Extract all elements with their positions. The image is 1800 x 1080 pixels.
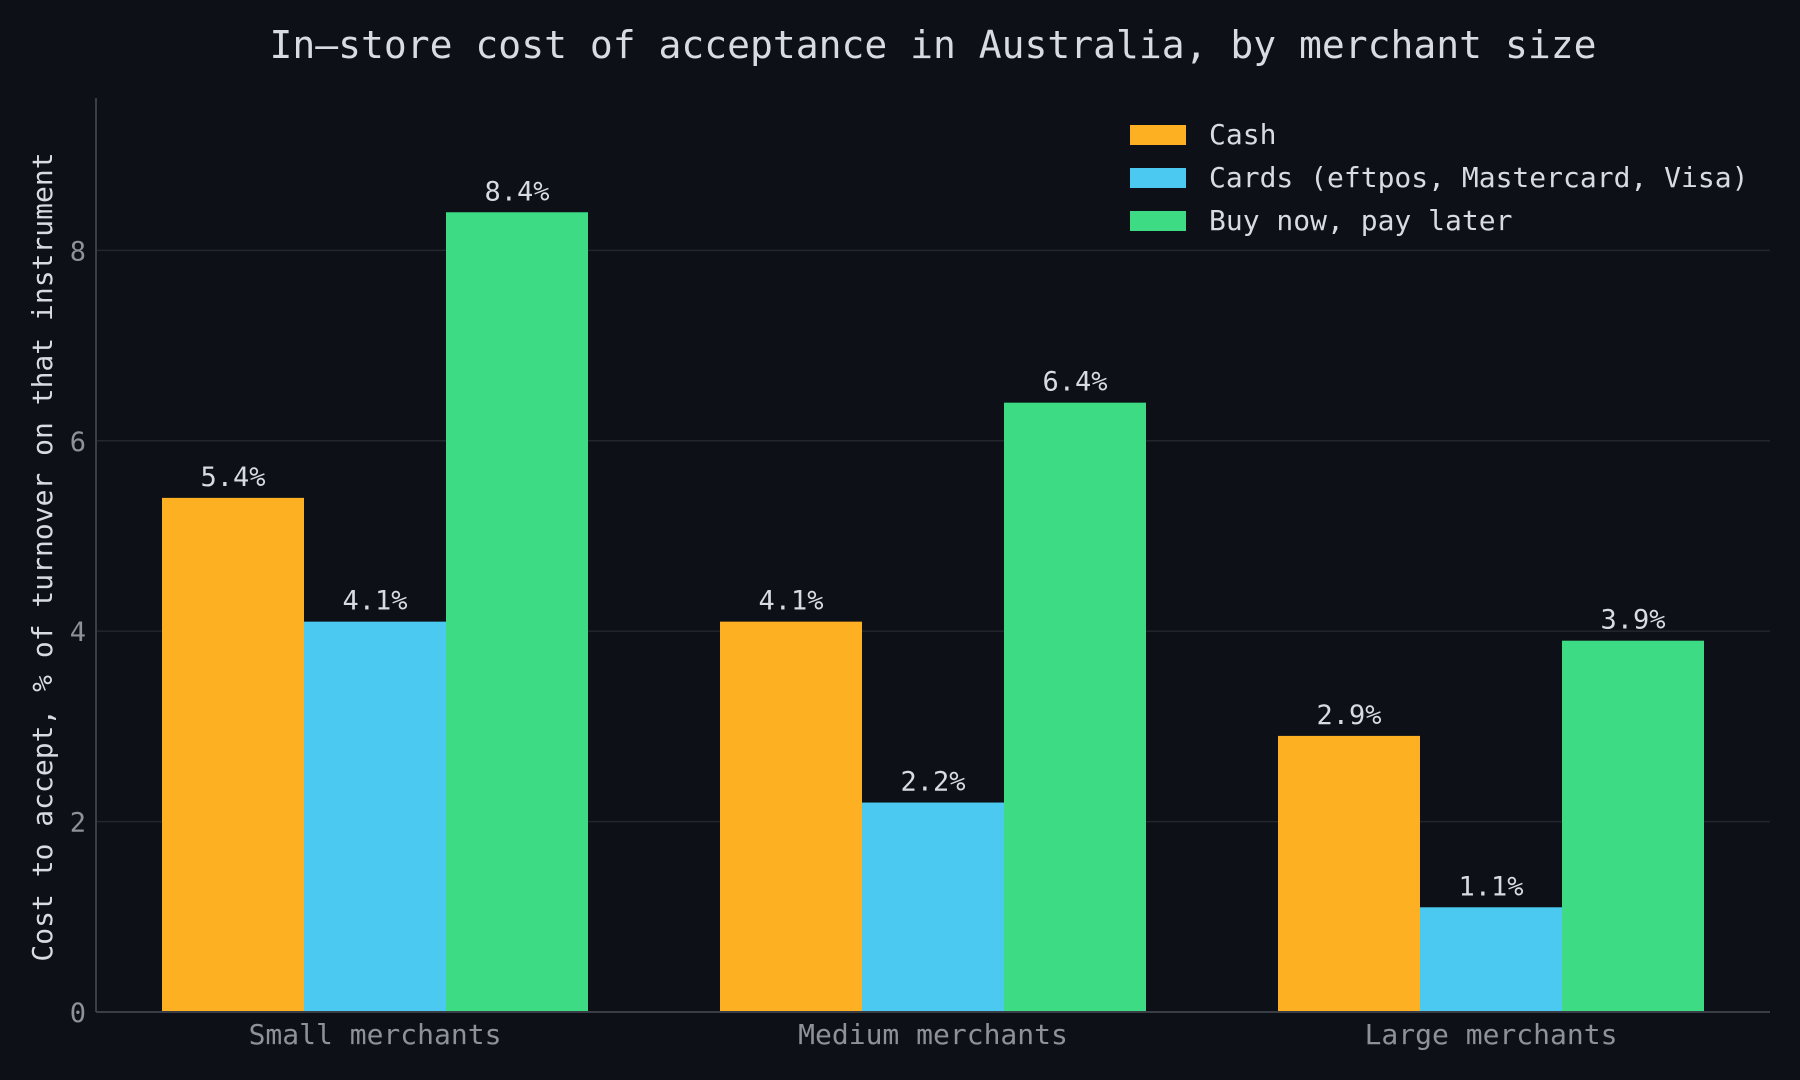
bar-value-label: 8.4% — [484, 176, 549, 207]
y-tick-label: 6 — [70, 427, 86, 458]
x-tick-label: Small merchants — [249, 1018, 502, 1051]
bars — [162, 212, 1704, 1013]
x-tick-label: Large merchants — [1365, 1018, 1618, 1051]
legend: Cash Cards (eftpos, Mastercard, Visa) Buy … — [1130, 118, 1748, 237]
y-tick-label: 4 — [70, 617, 86, 648]
bar-value-label: 6.4% — [1042, 367, 1107, 398]
legend-swatch — [1130, 125, 1186, 145]
y-tick-label: 8 — [70, 236, 86, 267]
bar-cards-eftpos-mastercard-visa — [304, 621, 446, 1012]
legend-label: Buy now, pay later — [1209, 204, 1512, 237]
x-tick-label: Medium merchants — [798, 1018, 1068, 1051]
bar-cash — [1278, 735, 1420, 1012]
legend-label: Cards (eftpos, Mastercard, Visa) — [1209, 161, 1748, 194]
data-labels: 5.4% 4.1% 8.4% 4.1% 2.2% 6.4% 2.9% 1.1% 3.9% — [200, 176, 1665, 902]
legend-swatch — [1130, 211, 1186, 231]
bar-buy-now-pay-later — [1004, 402, 1146, 1013]
bar-value-label: 3.9% — [1600, 605, 1665, 636]
x-tick-labels: Small merchants Medium merchants Large mer… — [249, 1018, 1618, 1051]
y-tick-label: 0 — [70, 998, 86, 1029]
bar-cards-eftpos-mastercard-visa — [1420, 907, 1562, 1012]
y-tick-label: 2 — [70, 808, 86, 839]
y-axis-label: Cost to accept, % of turnover on that in… — [26, 152, 59, 961]
bar-value-label: 2.2% — [900, 767, 965, 798]
bar-cards-eftpos-mastercard-visa — [862, 802, 1004, 1012]
legend-label: Cash — [1209, 118, 1276, 151]
bar-buy-now-pay-later — [1562, 640, 1704, 1012]
bar-cash — [162, 497, 304, 1012]
axes — [95, 98, 1770, 1013]
bar-value-label: 2.9% — [1316, 700, 1381, 731]
bar-value-label: 5.4% — [200, 462, 265, 493]
y-tick-labels: 0 2 4 6 8 — [70, 236, 86, 1029]
bar-value-label: 4.1% — [342, 586, 407, 617]
bar-cash — [720, 621, 862, 1012]
bar-value-label: 4.1% — [758, 586, 823, 617]
legend-swatch — [1130, 168, 1186, 188]
bar-value-label: 1.1% — [1458, 871, 1523, 902]
bar-buy-now-pay-later — [446, 212, 588, 1012]
chart-title: In–store cost of acceptance in Australia… — [270, 23, 1597, 67]
